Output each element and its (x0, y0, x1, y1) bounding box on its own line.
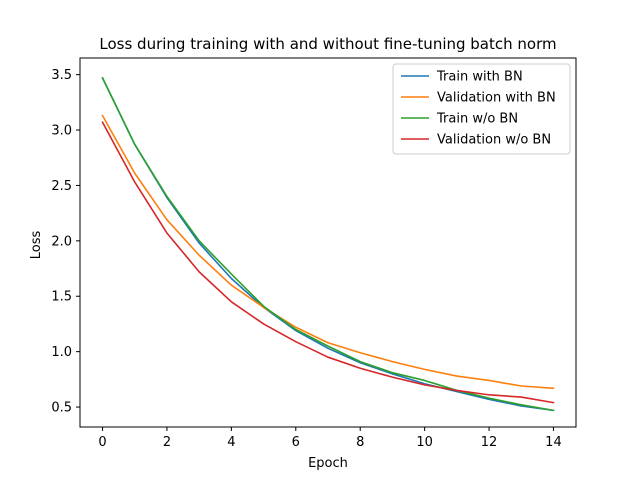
y-tick-label: 3.5 (51, 68, 72, 83)
series-line-4 (101, 121, 555, 404)
series-line-3 (101, 76, 555, 412)
legend-box (392, 63, 571, 155)
y-tick-label: 3.0 (51, 124, 72, 139)
y-axis-label: Loss (29, 231, 44, 260)
x-axis: 0 2 4 6 8 10 12 14 (98, 427, 562, 450)
x-tick-label: 6 (292, 435, 300, 450)
x-tick-label: 4 (227, 435, 235, 450)
x-tick-label: 12 (481, 435, 498, 450)
legend-label: Train with BN (436, 70, 523, 85)
legend-label: Validation with BN (437, 91, 556, 106)
y-tick-label: 0.5 (51, 401, 72, 416)
chart-title: Loss during training with and without fi… (99, 35, 556, 53)
x-tick-label: 8 (356, 435, 364, 450)
legend-label: Train w/o BN (436, 112, 518, 127)
series-line-1 (101, 76, 555, 412)
legend-label: Validation w/o BN (437, 133, 551, 148)
series-layer (101, 76, 555, 412)
x-tick-label: 0 (98, 435, 106, 450)
legend: Train with BN Validation with BN Train w/o… (392, 63, 571, 155)
x-tick-label: 2 (163, 435, 171, 450)
y-tick-label: 1.5 (51, 290, 72, 305)
y-axis: 0.5 1.0 1.5 2.0 2.5 3.0 3.5 (51, 68, 80, 416)
x-tick-label: 10 (416, 435, 433, 450)
y-tick-label: 1.0 (51, 345, 72, 360)
x-tick-label: 14 (545, 435, 562, 450)
y-tick-label: 2.0 (51, 234, 72, 249)
x-axis-label: Epoch (308, 456, 348, 471)
y-tick-label: 2.5 (51, 179, 72, 194)
series-line-2 (101, 114, 555, 390)
